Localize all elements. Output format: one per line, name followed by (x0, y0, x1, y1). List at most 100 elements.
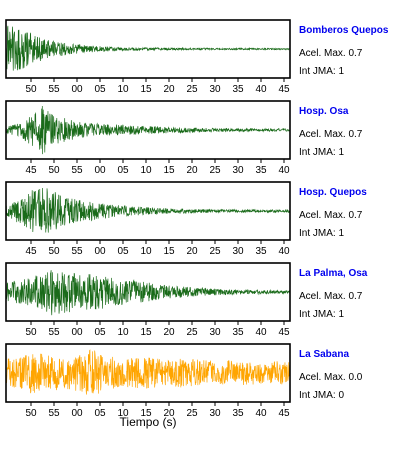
acel-max-label: Acel. Max. (299, 210, 346, 221)
acel-max-text: Acel. Max. 0.7 (299, 210, 363, 221)
x-tick-label: 10 (117, 408, 129, 419)
acel-max-text: Acel. Max. 0.7 (299, 291, 363, 302)
x-tick-label: 00 (71, 408, 83, 419)
x-tick-label: 10 (117, 327, 129, 338)
x-tick-label: 25 (186, 327, 198, 338)
x-tick-label: 45 (278, 84, 290, 95)
acel-max-value: 0.7 (346, 291, 363, 302)
waveform-trace (5, 106, 291, 155)
x-tick-label: 40 (278, 246, 290, 257)
int-jma-text: Int JMA: 0 (299, 390, 344, 401)
panel-frame (5, 262, 291, 322)
x-tick-label: 00 (94, 246, 106, 257)
station-name: Hosp. Osa (299, 106, 349, 117)
acel-max-text: Acel. Max. 0.0 (299, 372, 363, 383)
station-name: La Sabana (299, 349, 349, 360)
acel-max-value: 0.7 (346, 210, 363, 221)
x-tick-label: 40 (255, 84, 267, 95)
int-jma-value: 1 (336, 309, 345, 320)
x-tick-label: 50 (25, 327, 37, 338)
x-tick-label: 35 (232, 408, 244, 419)
acel-max-text: Acel. Max. 0.7 (299, 129, 363, 140)
x-tick-label: 30 (209, 327, 221, 338)
x-tick-label: 35 (232, 84, 244, 95)
x-tick-label: 45 (25, 246, 37, 257)
x-tick-label: 55 (48, 408, 60, 419)
x-tick-label: 20 (186, 165, 198, 176)
x-tick-label: 30 (209, 408, 221, 419)
x-tick-label: 15 (163, 246, 175, 257)
acel-max-value: 0.7 (346, 129, 363, 140)
panel-frame (5, 100, 291, 160)
int-jma-value: 0 (336, 390, 345, 401)
x-tick-label: 30 (232, 246, 244, 257)
station-name: La Palma, Osa (299, 268, 368, 279)
x-tick-label: 05 (94, 408, 106, 419)
int-jma-text: Int JMA: 1 (299, 228, 344, 239)
x-tick-label: 35 (255, 165, 267, 176)
x-tick-label: 05 (94, 327, 106, 338)
x-tick-label: 40 (255, 408, 267, 419)
panel-frame (5, 181, 291, 241)
panel-frame (5, 343, 291, 403)
x-tick-label: 05 (117, 165, 129, 176)
x-tick-label: 15 (140, 408, 152, 419)
acel-max-text: Acel. Max. 0.7 (299, 48, 363, 59)
x-axis-title: Tiempo (s) (120, 415, 177, 429)
x-tick-label: 25 (186, 84, 198, 95)
x-tick-label: 20 (163, 408, 175, 419)
x-tick-label: 50 (25, 408, 37, 419)
int-jma-value: 1 (336, 228, 345, 239)
x-tick-label: 55 (71, 165, 83, 176)
int-jma-label: Int JMA: (299, 309, 336, 320)
x-tick-label: 20 (186, 246, 198, 257)
x-tick-label: 05 (94, 84, 106, 95)
waveform-trace (5, 349, 291, 395)
x-tick-label: 35 (255, 246, 267, 257)
acel-max-label: Acel. Max. (299, 291, 346, 302)
int-jma-label: Int JMA: (299, 228, 336, 239)
x-tick-label: 40 (278, 165, 290, 176)
x-tick-label: 20 (163, 327, 175, 338)
x-tick-label: 35 (232, 327, 244, 338)
acel-max-value: 0.0 (346, 372, 363, 383)
x-tick-label: 00 (71, 84, 83, 95)
x-tick-label: 00 (94, 165, 106, 176)
int-jma-text: Int JMA: 1 (299, 66, 344, 77)
int-jma-value: 1 (336, 147, 345, 158)
x-tick-label: 15 (140, 327, 152, 338)
int-jma-text: Int JMA: 1 (299, 147, 344, 158)
x-tick-label: 55 (48, 84, 60, 95)
x-tick-label: 25 (209, 165, 221, 176)
x-tick-label: 15 (163, 165, 175, 176)
x-tick-label: 30 (232, 165, 244, 176)
int-jma-label: Int JMA: (299, 66, 336, 77)
x-tick-label: 50 (25, 84, 37, 95)
x-tick-label: 55 (48, 327, 60, 338)
x-tick-label: 25 (209, 246, 221, 257)
x-tick-label: 15 (140, 84, 152, 95)
acel-max-label: Acel. Max. (299, 129, 346, 140)
x-tick-label: 45 (278, 327, 290, 338)
acel-max-label: Acel. Max. (299, 48, 346, 59)
int-jma-text: Int JMA: 1 (299, 309, 344, 320)
x-tick-label: 40 (255, 327, 267, 338)
panel-frame (5, 19, 291, 79)
x-tick-label: 30 (209, 84, 221, 95)
x-tick-label: 45 (278, 408, 290, 419)
int-jma-value: 1 (336, 66, 345, 77)
waveform-trace (5, 25, 291, 75)
station-name: Hosp. Quepos (299, 187, 367, 198)
waveform-trace (5, 270, 291, 316)
x-tick-label: 50 (48, 165, 60, 176)
x-tick-label: 50 (48, 246, 60, 257)
x-tick-label: 10 (140, 246, 152, 257)
int-jma-label: Int JMA: (299, 147, 336, 158)
x-tick-label: 10 (117, 84, 129, 95)
x-tick-label: 20 (163, 84, 175, 95)
x-tick-label: 05 (117, 246, 129, 257)
x-tick-label: 55 (71, 246, 83, 257)
x-tick-label: 45 (25, 165, 37, 176)
